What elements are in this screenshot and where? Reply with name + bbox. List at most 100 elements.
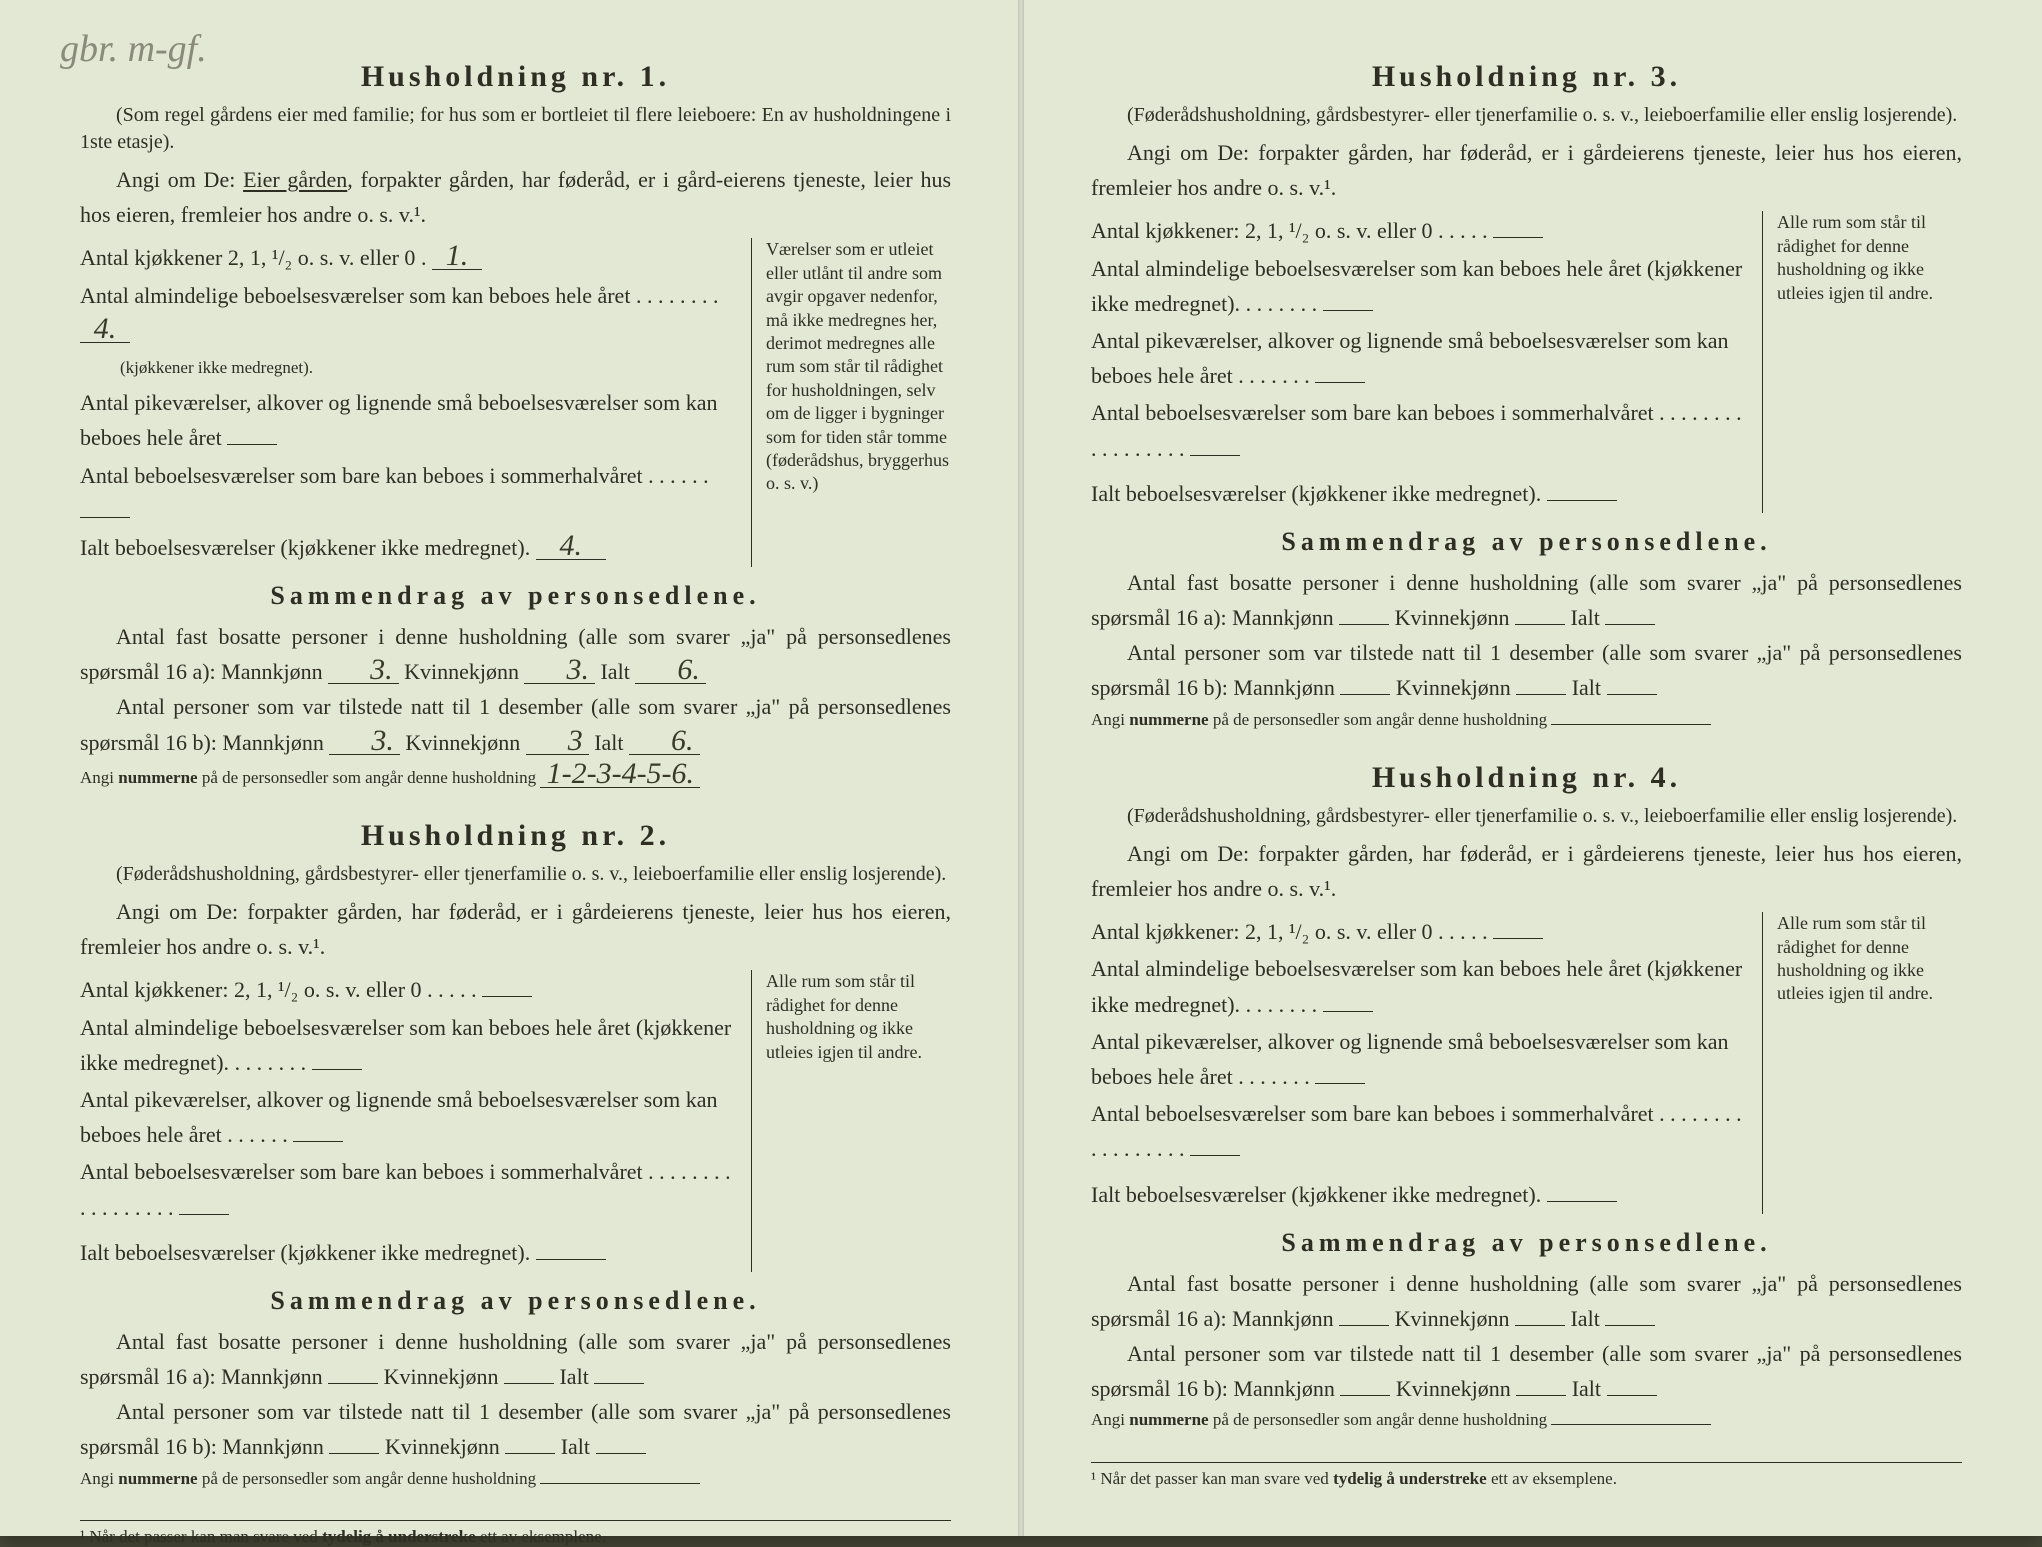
hh3-16b-kvinne-label: Kvinnekjønn [1396,675,1511,700]
hh4-16b-kvinne-label: Kvinnekjønn [1396,1376,1511,1401]
hh3-16a-ialt-label: Ialt [1570,605,1599,630]
hh1-16b-m: 3. [329,727,400,755]
hh3-title: Husholdning nr. 3. [1091,60,1962,94]
left-page: gbr. m-gf. Husholdning nr. 1. (Som regel… [0,0,1021,1536]
hh2-16b: Antal personer som var tilstede natt til… [80,1394,951,1464]
hh4-16b-ialt-label: Ialt [1572,1376,1601,1401]
hh1-nummer-pre: Angi nummerne på de personsedler som ang… [80,768,536,787]
hh4-side-note: Alle rum som står til rådighet for denne… [1762,912,1962,1214]
hh2-questions-row: Antal kjøkkener: 2, 1, ¹/₂ o. s. v. elle… [80,970,951,1272]
hh4-nummer-pre: Angi nummerne på de personsedler som ang… [1091,1410,1547,1429]
hh1-16a-m: 3. [328,656,399,684]
hh2-16b-ialt-label: Ialt [561,1434,590,1459]
hh4-16a: Antal fast bosatte personer i denne hush… [1091,1266,1962,1336]
hh3-v-summer [1190,455,1240,456]
hh2-v-kitchens [482,996,532,997]
hh4-q-pike: Antal pikeværelser, alkover og lignende … [1091,1024,1748,1094]
hh2-q-summer-text: Antal beboelsesværelser som bare kan beb… [80,1159,654,1184]
hh1-q-summer: Antal beboelsesværelser som bare kan beb… [80,458,737,528]
hh1-v-kitchens: 1. [432,242,482,270]
hh2-questions: Antal kjøkkener: 2, 1, ¹/₂ o. s. v. elle… [80,970,737,1272]
hh2-16b-text: Antal personer som var tilstede natt til… [80,1399,951,1459]
hh4-16a-text: Antal fast bosatte personer i denne hush… [1091,1271,1962,1331]
hh3-v-rooms [1323,310,1373,311]
hh4-questions-row: Antal kjøkkener: 2, 1, ¹/₂ o. s. v. elle… [1091,912,1962,1214]
hh3-q-kitchens: Antal kjøkkener: 2, 1, ¹/₂ o. s. v. elle… [1091,213,1748,248]
hh2-16a-m [328,1383,378,1384]
hh1-q-pike-text: Antal pikeværelser, alkover og lignende … [80,390,718,450]
hh1-v-nummer: 1-2-3-4-5-6. [540,760,700,788]
hh1-16b-ialt: 6. [629,727,700,755]
hh1-q-pike: Antal pikeværelser, alkover og lignende … [80,385,737,455]
hh2-q-pike: Antal pikeværelser, alkover og lignende … [80,1082,737,1152]
hh3-nummer: Angi nummerne på de personsedler som ang… [1091,706,1962,733]
hh3-v-nummer [1551,724,1711,725]
hh3-16b-ialt [1607,694,1657,695]
pencil-annotation: gbr. m-gf. [60,30,207,68]
hh3-q-total: Ialt beboelsesværelser (kjøkkener ikke m… [1091,476,1748,511]
hh1-q-summer-text: Antal beboelsesværelser som bare kan beb… [80,463,643,488]
hh1-v-total: 4. [536,532,606,560]
hh2-16a: Antal fast bosatte personer i denne hush… [80,1324,951,1394]
right-page: Husholdning nr. 3. (Føderådshusholdning,… [1021,0,2042,1536]
household-1: Husholdning nr. 1. (Som regel gårdens ei… [80,60,951,791]
hh2-q-rooms: Antal almindelige beboelsesværelser som … [80,1010,737,1080]
hh3-q-summer-text: Antal beboelsesværelser som bare kan beb… [1091,400,1665,425]
household-3: Husholdning nr. 3. (Føderådshusholdning,… [1091,60,1962,733]
hh3-q-pike-text: Antal pikeværelser, alkover og lignende … [1091,328,1729,388]
household-2: Husholdning nr. 2. (Føderådshusholdning,… [80,819,951,1492]
hh4-16a-m [1339,1325,1389,1326]
hh1-summary-title: Sammendrag av personsedlene. [80,581,951,611]
hh4-v-nummer [1551,1424,1711,1425]
hh3-16a: Antal fast bosatte personer i denne hush… [1091,565,1962,635]
hh2-q-kitchens: Antal kjøkkener: 2, 1, ¹/₂ o. s. v. elle… [80,972,737,1007]
hh3-q-pike: Antal pikeværelser, alkover og lignende … [1091,323,1748,393]
hh4-q-summer-text: Antal beboelsesværelser som bare kan beb… [1091,1101,1665,1126]
hh3-16a-kvinne-label: Kvinnekjønn [1395,605,1510,630]
hh1-q-total: Ialt beboelsesværelser (kjøkkener ikke m… [80,530,737,565]
hh4-16b-m [1340,1395,1390,1396]
hh2-16a-text: Antal fast bosatte personer i denne hush… [80,1329,951,1389]
hh4-nummer: Angi nummerne på de personsedler som ang… [1091,1406,1962,1433]
hh2-note: (Føderådshusholdning, gårdsbestyrer- ell… [80,861,951,888]
hh4-16a-ialt [1605,1325,1655,1326]
hh3-nummer-pre: Angi nummerne på de personsedler som ang… [1091,710,1547,729]
hh2-q-kitchens-text: Antal kjøkkener: 2, 1, ¹/₂ o. s. v. elle… [80,977,422,1002]
hh4-16a-k [1515,1325,1565,1326]
hh4-title: Husholdning nr. 4. [1091,761,1962,795]
hh2-q-rooms-text: Antal almindelige beboelsesværelser som … [80,1015,731,1075]
hh3-16a-k [1515,624,1565,625]
hh4-16a-ialt-label: Ialt [1570,1306,1599,1331]
hh2-title: Husholdning nr. 2. [80,819,951,853]
hh3-16a-m [1339,624,1389,625]
hh4-q-total: Ialt beboelsesværelser (kjøkkener ikke m… [1091,1177,1748,1212]
hh4-q-rooms: Antal almindelige beboelsesværelser som … [1091,951,1748,1021]
hh2-q-pike-text: Antal pikeværelser, alkover og lignende … [80,1087,718,1147]
hh4-questions: Antal kjøkkener: 2, 1, ¹/₂ o. s. v. elle… [1091,912,1748,1214]
hh4-v-total [1547,1201,1617,1202]
hh1-16b-ialt-label: Ialt [594,730,623,755]
hh2-summary-title: Sammendrag av personsedlene. [80,1286,951,1316]
hh2-16b-kvinne-label: Kvinnekjønn [385,1434,500,1459]
hh1-16a-ialt-label: Ialt [600,659,629,684]
census-form-spread: gbr. m-gf. Husholdning nr. 1. (Som regel… [0,0,2042,1536]
hh2-q-summer: Antal beboelsesværelser som bare kan beb… [80,1154,737,1224]
hh3-v-total [1547,500,1617,501]
hh1-title: Husholdning nr. 1. [80,60,951,94]
hh1-questions: Antal kjøkkener 2, 1, ¹/₂ o. s. v. eller… [80,238,737,567]
hh1-angi-underline: Eier gården [243,167,347,192]
hh4-16b-ialt [1607,1395,1657,1396]
hh1-16b: Antal personer som var tilstede natt til… [80,689,951,759]
hh2-16a-kvinne-label: Kvinnekjønn [384,1364,499,1389]
hh2-v-summer [179,1214,229,1215]
hh3-16a-ialt [1605,624,1655,625]
hh3-q-kitchens-text: Antal kjøkkener: 2, 1, ¹/₂ o. s. v. elle… [1091,218,1433,243]
hh1-q-kitchens-text: Antal kjøkkener 2, 1, ¹/₂ o. s. v. eller… [80,245,415,270]
hh1-16b-kvinne-label: Kvinnekjønn [405,730,520,755]
hh3-16b-m [1340,694,1390,695]
hh4-summary-title: Sammendrag av personsedlene. [1091,1228,1962,1258]
hh3-16b-ialt-label: Ialt [1572,675,1601,700]
hh1-angi: Angi om De: Eier gården, forpakter gårde… [80,162,951,232]
hh1-v-summer [80,517,130,518]
hh3-summary-title: Sammendrag av personsedlene. [1091,527,1962,557]
